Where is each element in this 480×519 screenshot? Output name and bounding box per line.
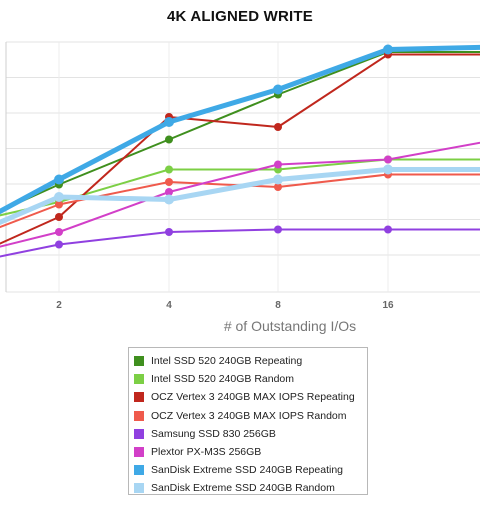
legend-label: Intel SSD 520 240GB Random: [151, 373, 295, 386]
data-point-7-1[interactable]: [54, 192, 64, 202]
x-tick-labels: 2 4 8 16: [56, 300, 394, 311]
data-point-7-3[interactable]: [273, 174, 283, 185]
data-point-4-2[interactable]: [165, 228, 173, 236]
data-point-6-1[interactable]: [54, 174, 64, 185]
legend-item[interactable]: SanDisk Extreme SSD 240GB Repeating: [134, 461, 367, 479]
legend-swatch: [134, 392, 144, 403]
legend-label: OCZ Vertex 3 240GB MAX IOPS Repeating: [151, 391, 355, 404]
chart-title: 4K ALIGNED WRITE: [167, 8, 313, 25]
series-line-4: [0, 228, 480, 258]
legend-label: OCZ Vertex 3 240GB MAX IOPS Random: [151, 409, 347, 422]
data-point-1-2[interactable]: [165, 165, 173, 174]
x-tick-label: 8: [275, 300, 281, 311]
series-line-5: [0, 141, 480, 248]
data-point-6-3[interactable]: [273, 84, 283, 95]
data-point-4-4[interactable]: [384, 225, 392, 234]
series-line-6: [0, 44, 480, 215]
legend-label: Intel SSD 520 240GB Repeating: [151, 355, 303, 368]
x-tick-label: 2: [56, 300, 62, 311]
data-point-7-4[interactable]: [383, 164, 393, 175]
legend-label: Plextor PX-M3S 256GB: [151, 446, 262, 459]
series-line-3: [0, 173, 480, 229]
data-point-3-3[interactable]: [274, 183, 282, 191]
x-tick-label: 4: [166, 300, 172, 311]
data-point-4-3[interactable]: [274, 225, 282, 234]
legend-item[interactable]: Intel SSD 520 240GB Repeating: [134, 352, 367, 370]
data-point-5-2[interactable]: [165, 188, 173, 196]
data-point-4-1[interactable]: [55, 240, 63, 249]
series-points: [54, 44, 393, 249]
legend-swatch: [134, 374, 144, 385]
x-axis-label: # of Outstanding I/Os: [223, 318, 357, 334]
data-point-5-4[interactable]: [384, 155, 392, 164]
series-line-0: [0, 51, 480, 213]
series-line-7: [0, 167, 480, 225]
data-point-2-3[interactable]: [274, 123, 282, 131]
legend-item[interactable]: OCZ Vertex 3 240GB MAX IOPS Repeating: [134, 388, 367, 406]
series-line-2: [0, 53, 480, 245]
data-point-0-2[interactable]: [165, 135, 173, 144]
x-tick-label: 16: [382, 300, 394, 311]
legend-swatch: [134, 410, 144, 421]
legend-swatch: [134, 356, 144, 367]
legend-item[interactable]: OCZ Vertex 3 240GB MAX IOPS Random: [134, 407, 367, 425]
legend-label: Samsung SSD 830 256GB: [151, 427, 276, 440]
legend-label: SanDisk Extreme SSD 240GB Repeating: [151, 464, 344, 477]
legend-swatch: [134, 483, 144, 494]
legend-item[interactable]: SanDisk Extreme SSD 240GB Random: [134, 479, 367, 497]
legend-swatch: [134, 465, 144, 476]
data-point-6-2[interactable]: [164, 117, 174, 127]
chart-legend: Intel SSD 520 240GB Repeating Intel SSD 5…: [128, 347, 368, 495]
legend-label: SanDisk Extreme SSD 240GB Random: [151, 482, 335, 495]
data-point-2-1[interactable]: [55, 213, 63, 221]
data-point-3-2[interactable]: [165, 178, 173, 186]
data-point-3-1[interactable]: [55, 200, 63, 209]
legend-item[interactable]: Plextor PX-M3S 256GB: [134, 443, 367, 461]
data-point-6-4[interactable]: [383, 44, 393, 55]
chart-plot-area: 2 4 8 16: [0, 41, 480, 311]
legend-item[interactable]: Intel SSD 520 240GB Random: [134, 370, 367, 388]
legend-swatch: [134, 428, 144, 439]
legend-swatch: [134, 447, 144, 458]
data-point-7-2[interactable]: [164, 194, 174, 205]
series-lines: [0, 44, 480, 258]
data-point-5-1[interactable]: [55, 228, 63, 236]
data-point-5-3[interactable]: [274, 160, 282, 169]
legend-item[interactable]: Samsung SSD 830 256GB: [134, 425, 367, 443]
